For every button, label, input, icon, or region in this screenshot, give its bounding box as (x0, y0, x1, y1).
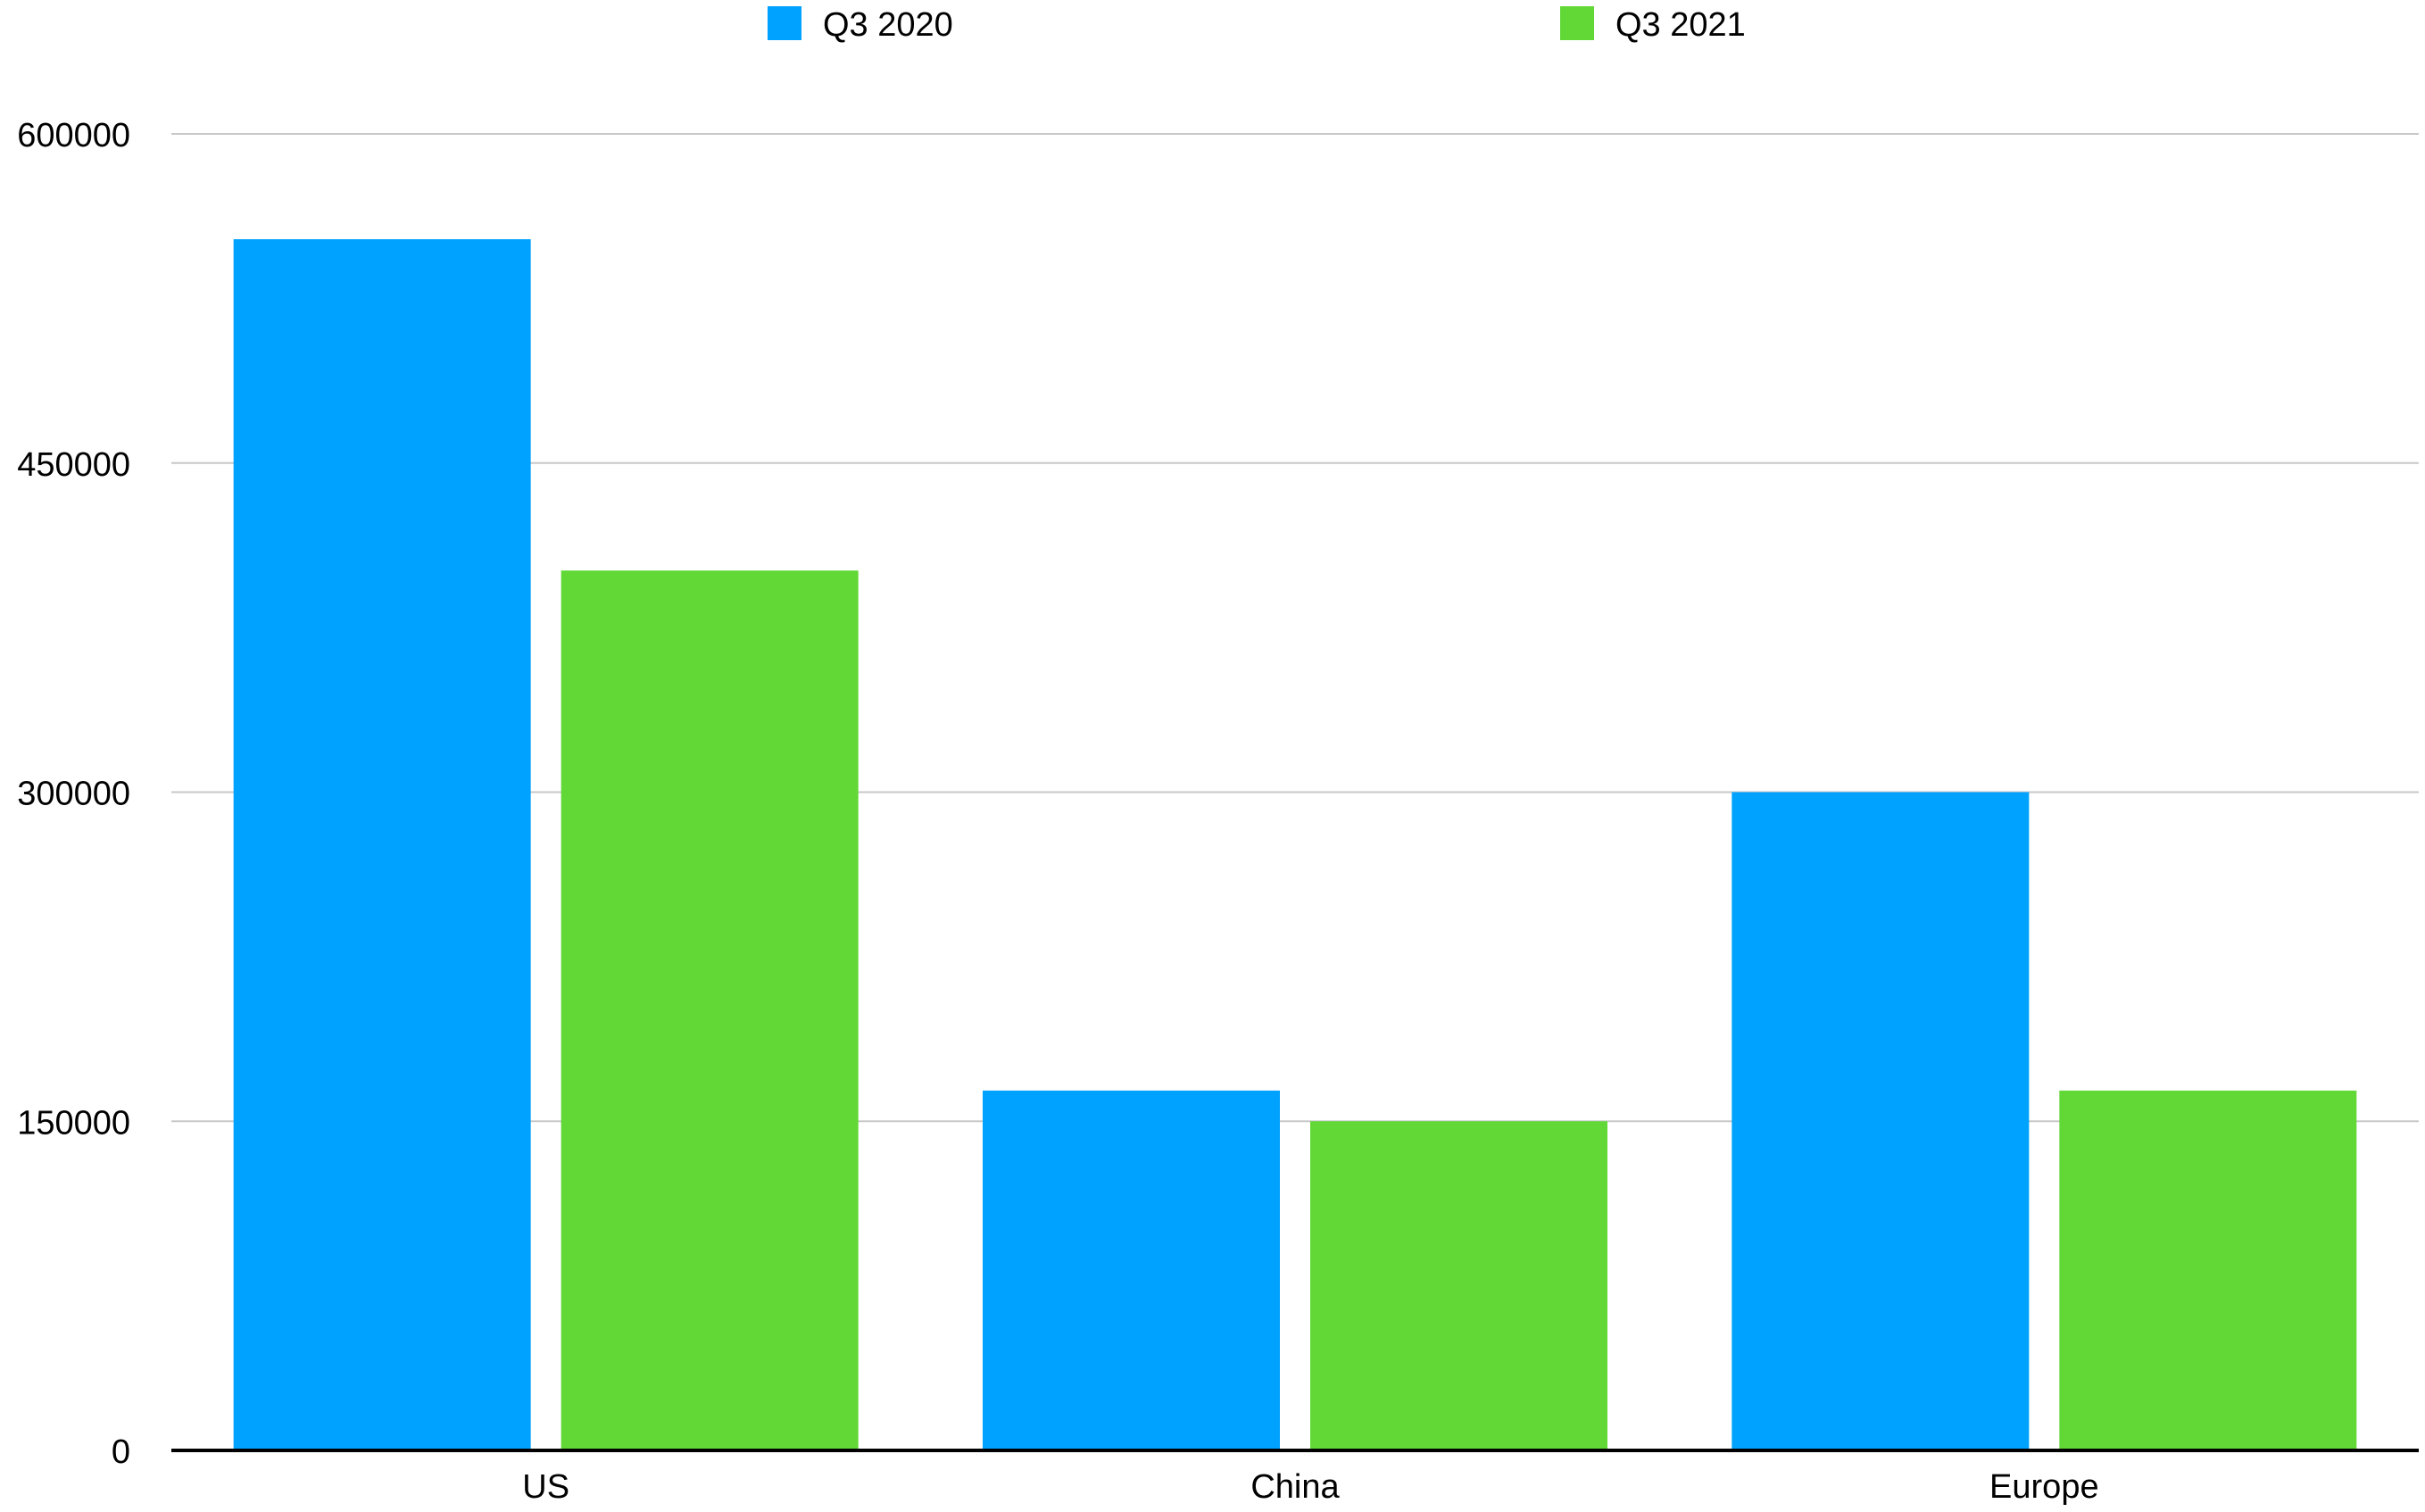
legend-label: Q3 2021 (1615, 6, 1746, 44)
bar-us-q3-2020 (233, 239, 531, 1450)
legend-label: Q3 2020 (823, 6, 953, 44)
y-axis-tick-labels: 0 150000 300000 450000 600000 (17, 117, 130, 1471)
bars (233, 239, 2357, 1450)
legend-swatch-q3-2020 (768, 6, 801, 40)
x-category-label: US (522, 1468, 569, 1506)
y-tick-label: 450000 (17, 446, 130, 484)
y-tick-label: 300000 (17, 776, 130, 813)
bar-china-q3-2020 (983, 1090, 1280, 1450)
y-tick-label: 0 (112, 1433, 130, 1471)
x-category-label: Europe (1989, 1468, 2099, 1506)
legend-swatch-q3-2021 (1560, 6, 1594, 40)
legend: Q3 2020 Q3 2021 (768, 6, 1746, 44)
bar-europe-q3-2021 (2059, 1090, 2357, 1450)
x-axis-category-labels: US China Europe (522, 1468, 2098, 1506)
y-tick-label: 150000 (17, 1104, 130, 1142)
bar-europe-q3-2020 (1732, 792, 2030, 1450)
bar-china-q3-2021 (1310, 1121, 1607, 1450)
x-category-label: China (1250, 1468, 1340, 1506)
bar-us-q3-2021 (561, 570, 859, 1450)
y-tick-label: 600000 (17, 117, 130, 154)
gridlines (171, 133, 2419, 1123)
